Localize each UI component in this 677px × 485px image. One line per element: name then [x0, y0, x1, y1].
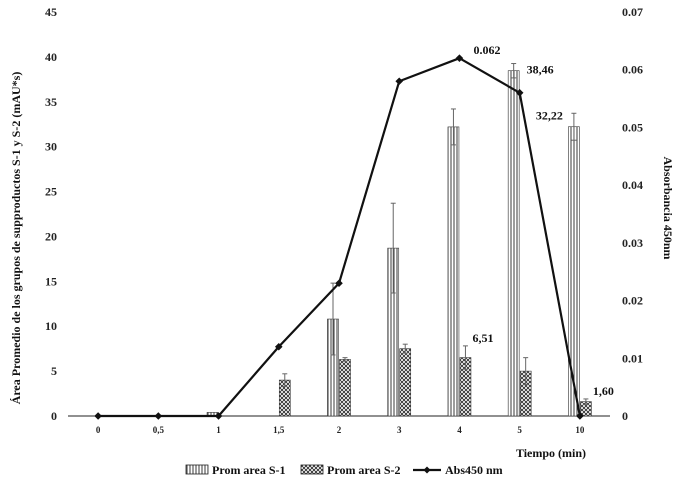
data-label: 32,22 — [536, 108, 563, 122]
y-tick-label: 45 — [45, 5, 57, 19]
x-axis-title: Tiempo (min) — [516, 446, 586, 460]
y-tick-label: 30 — [45, 140, 57, 154]
bar-s2 — [399, 348, 412, 417]
error-bar — [583, 398, 589, 405]
error-bar — [523, 357, 529, 386]
error-bar — [390, 202, 396, 294]
error-bars — [282, 63, 589, 405]
y2-tick-label: 0.02 — [622, 294, 643, 308]
abs-point — [455, 54, 464, 62]
y2-tick-label: 0.06 — [622, 63, 643, 77]
y-tick-label: 5 — [51, 364, 57, 378]
abs-line-series — [94, 54, 584, 420]
abs-point — [395, 77, 404, 86]
error-bar — [511, 63, 517, 79]
data-label: 0.062 — [473, 43, 500, 57]
x-tick-label: 2 — [337, 425, 342, 435]
x-tick-label: 1,5 — [273, 425, 285, 435]
abs-point — [154, 412, 163, 420]
bar-s1 — [507, 70, 520, 417]
y-tick-label: 0 — [51, 409, 57, 423]
abs-point — [335, 279, 343, 288]
abs-line — [98, 57, 581, 418]
data-label: 1,60 — [593, 384, 614, 398]
x-tick-label: 4 — [457, 425, 462, 435]
abs-point — [94, 412, 102, 420]
y2-axis-title: Absorbancia 450nm — [661, 156, 675, 259]
error-bar — [571, 112, 577, 141]
x-tick-label: 1 — [216, 425, 221, 435]
bar-s1 — [447, 126, 460, 417]
abs-point — [274, 342, 283, 351]
y2-tick-label: 0 — [622, 409, 628, 423]
error-bar — [330, 282, 336, 356]
legend-swatch-marker — [423, 466, 431, 474]
x-tick-label: 5 — [517, 425, 522, 435]
data-labels: 0.062 38,46 32,22 6,51 1,60 — [472, 43, 613, 398]
x-axis-ticks: 0 0,5 1 1,5 2 3 4 5 10 — [96, 425, 585, 435]
abs-point — [515, 89, 524, 97]
y2-tick-label: 0.05 — [622, 120, 643, 134]
abs-point — [576, 412, 584, 420]
error-bar — [282, 373, 288, 387]
legend-swatch-s1 — [185, 464, 209, 475]
y-tick-label: 35 — [45, 95, 57, 109]
x-tick-label: 3 — [397, 425, 402, 435]
right-axis-ticks: 0 0.01 0.02 0.03 0.04 0.05 0.06 0.07 — [622, 5, 643, 423]
bars — [206, 70, 592, 417]
y-tick-label: 20 — [45, 229, 57, 243]
abs-point — [214, 412, 223, 420]
legend: Prom area S-1 Prom area S-2 Abs450 nm — [185, 463, 503, 477]
error-bar — [450, 108, 456, 146]
y2-tick-label: 0.03 — [622, 236, 643, 250]
y2-tick-label: 0.01 — [622, 351, 643, 365]
bar-s1 — [568, 126, 580, 417]
y-axis-title: Área Promedio de los grupos de supproduc… — [9, 72, 23, 405]
y-tick-label: 25 — [45, 185, 57, 199]
legend-swatch-s2 — [300, 464, 324, 475]
bar-s2 — [339, 359, 351, 417]
x-tick-label: 10 — [575, 425, 585, 435]
legend-label-abs: Abs450 nm — [445, 463, 503, 477]
legend-label-s2: Prom area S-2 — [327, 463, 401, 477]
error-bar — [402, 343, 408, 354]
y-tick-label: 10 — [45, 319, 57, 333]
x-tick-label: 0,5 — [153, 425, 165, 435]
legend-label-s1: Prom area S-1 — [212, 463, 286, 477]
data-label: 38,46 — [527, 63, 554, 77]
y2-tick-label: 0.04 — [622, 178, 643, 192]
left-axis-ticks: 0 5 10 15 20 25 30 35 40 45 — [45, 5, 57, 423]
data-label: 6,51 — [472, 331, 493, 345]
x-tick-label: 0 — [96, 425, 101, 435]
error-bar — [462, 345, 468, 370]
y-tick-label: 40 — [45, 50, 57, 64]
y-tick-label: 15 — [45, 274, 57, 288]
y2-tick-label: 0.07 — [622, 5, 643, 19]
error-bar — [342, 357, 348, 362]
